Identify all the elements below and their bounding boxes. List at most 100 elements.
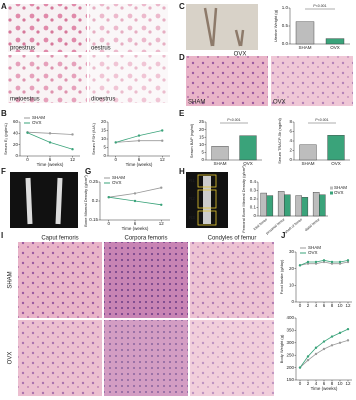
- bar: [327, 135, 345, 161]
- y-tick-label: 0: [103, 153, 106, 158]
- data-point: [322, 347, 326, 351]
- y-axis-label: Femoral Bone Mineral Density (g/cm²): [241, 165, 246, 233]
- chart: 150 200 250 300 350 400 Body Weight (g) Time (w…: [279, 315, 352, 391]
- legend-label: OVX: [32, 120, 42, 125]
- y-tick-label: 8: [289, 119, 292, 124]
- data-point: [306, 262, 310, 265]
- panel-letter: F: [1, 167, 6, 176]
- bar: [211, 146, 229, 161]
- y-tick-label: 0.3: [250, 188, 257, 193]
- y-tick-label: 0.4: [250, 179, 257, 184]
- histology-image: [18, 242, 102, 318]
- y-tick-label: 0.2: [250, 196, 257, 201]
- x-tick-label: 6: [134, 221, 137, 226]
- x-tick-label: distal femur: [304, 217, 321, 232]
- y-tick-label: 350: [286, 328, 294, 333]
- data-point: [338, 262, 342, 265]
- region-header: Condyles of femur: [208, 236, 257, 242]
- x-tick-label: 6: [323, 303, 326, 308]
- legend-label: OVX: [308, 250, 318, 255]
- roi-box: [197, 210, 217, 226]
- y-axis-label: Serum FSH (IU/L): [91, 122, 96, 155]
- y-tick-label: 5: [201, 150, 204, 155]
- y-tick-label: 0: [291, 299, 294, 304]
- x-tick-label: 2: [307, 381, 310, 386]
- stage-label: oestrus: [91, 46, 111, 52]
- roi-box: [197, 174, 217, 188]
- x-tick-label: SHAM: [301, 161, 314, 166]
- data-point: [306, 355, 310, 358]
- series-line: [27, 132, 73, 150]
- data-point: [48, 132, 52, 135]
- y-tick-label: 0.25: [89, 179, 98, 184]
- y-axis-label: Serum BAP (ng/ml): [189, 123, 194, 158]
- group-label: OVX: [234, 52, 247, 58]
- x-tick-label: 12: [160, 157, 166, 162]
- y-tick-label: 0.5: [282, 23, 289, 28]
- data-point: [330, 260, 334, 264]
- y-tick-label: 4: [289, 138, 292, 143]
- histology-image: [271, 56, 353, 106]
- y-axis-label: Food Intake (g/day): [279, 259, 284, 294]
- data-point: [346, 327, 350, 331]
- y-tick-label: 20: [101, 119, 107, 124]
- x-tick-label: 6: [49, 157, 52, 162]
- panel-a-images: [8, 4, 168, 103]
- data-point: [137, 139, 141, 142]
- y-axis-label: Uterine Weight (g): [273, 9, 278, 42]
- histology-image: [18, 320, 102, 396]
- y-tick-label: 20: [13, 142, 19, 147]
- x-tick-label: 12: [159, 221, 165, 226]
- data-point: [338, 331, 342, 335]
- data-point: [314, 352, 318, 356]
- stage-label: proestrus: [10, 46, 35, 52]
- smear-image: [89, 55, 168, 103]
- stage-label: metoestrus: [10, 97, 40, 103]
- group-label: SHAM: [8, 271, 14, 288]
- bar: [319, 194, 326, 217]
- legend-label: SHAM: [308, 245, 321, 250]
- x-tick-label: 12: [345, 303, 351, 308]
- annotation: P<0.001: [227, 118, 240, 122]
- x-tick-label: 4: [315, 303, 318, 308]
- x-axis-label: Time (weeks): [122, 226, 149, 231]
- panel-letter: A: [1, 2, 7, 11]
- y-tick-label: 250: [286, 352, 294, 357]
- legend-swatch: [330, 191, 333, 195]
- panel-letter: H: [179, 167, 185, 176]
- data-point: [314, 346, 318, 349]
- uterus-shape: [203, 7, 245, 47]
- data-point: [306, 260, 310, 264]
- chart: 0 2 4 6 8 Serum TRACP-5b (ng/ml) SHAM OVX P<0.00…: [277, 117, 350, 166]
- y-tick-label: 25: [199, 119, 205, 124]
- x-tick-label: 8: [331, 381, 334, 386]
- y-tick-label: 10: [199, 142, 205, 147]
- y-tick-label: 200: [286, 365, 294, 370]
- data-point: [298, 264, 302, 267]
- chart: 0.0 0.5 1.0 Uterine Weight (g) SHAM OVX P<0.00…: [273, 4, 350, 50]
- data-point: [338, 260, 342, 264]
- x-tick-label: 0: [107, 221, 110, 226]
- bar: [295, 21, 315, 45]
- x-tick-label: SHAM: [213, 161, 226, 166]
- y-axis-label: Serum E₂ (pg/mL): [3, 122, 8, 155]
- data-point: [330, 262, 334, 265]
- data-point: [330, 335, 334, 338]
- histology-image: [190, 320, 274, 396]
- annotation: P<0.001: [315, 118, 328, 122]
- data-point: [306, 358, 310, 362]
- y-tick-label: 0.1: [250, 205, 257, 210]
- y-tick-label: 15: [101, 128, 107, 133]
- data-point: [160, 203, 163, 206]
- y-tick-label: 20: [199, 127, 205, 132]
- data-point: [346, 339, 350, 342]
- data-point: [71, 148, 74, 151]
- histology-image: [186, 56, 268, 106]
- x-tick-label: 12: [345, 381, 351, 386]
- data-point: [322, 260, 326, 264]
- x-tick-label: 10: [337, 381, 343, 386]
